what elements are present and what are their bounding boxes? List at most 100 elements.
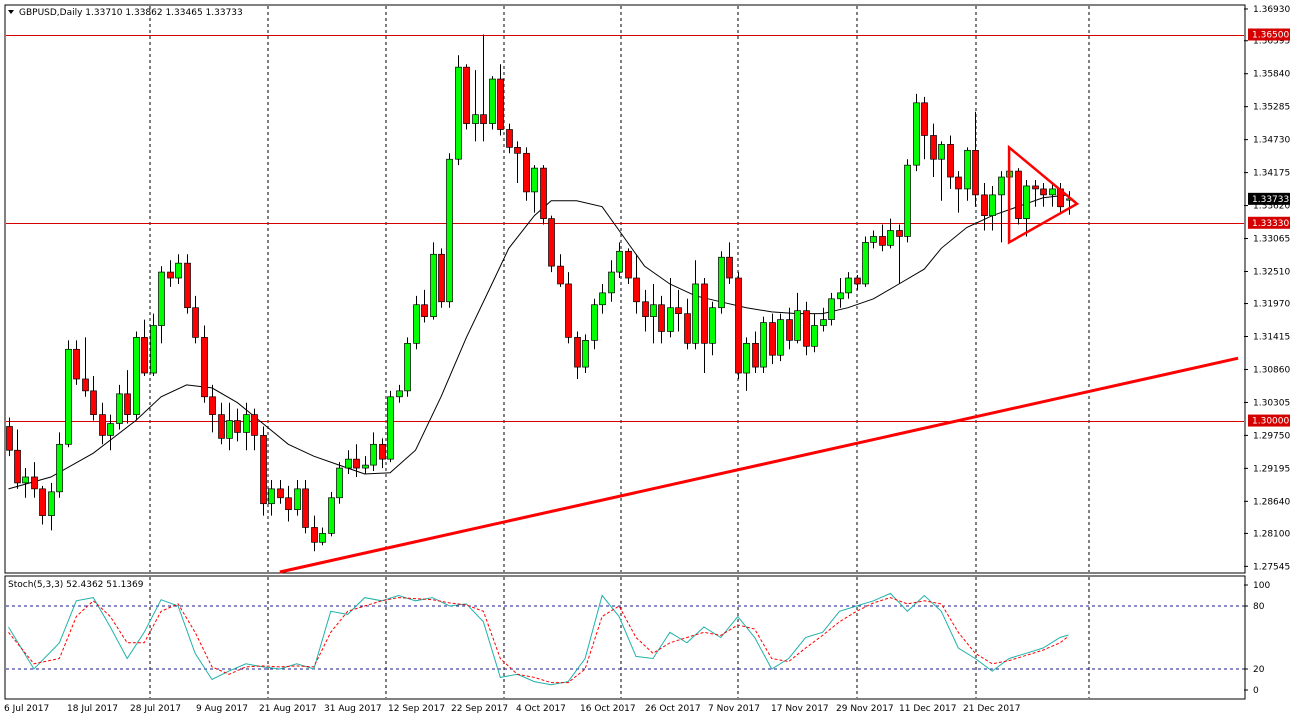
candle [854, 275, 861, 290]
candle-body [608, 271, 615, 294]
x-tick-label: 31 Aug 2017 [324, 704, 382, 714]
candle [930, 123, 937, 178]
level-price-box [1248, 28, 1290, 41]
candle-body [285, 497, 292, 510]
candle-body [99, 414, 106, 436]
candle [608, 260, 615, 302]
candle-body [387, 396, 394, 460]
candle-body [184, 262, 191, 309]
stoch-main-line [8, 592, 1069, 686]
candle-body [404, 342, 411, 392]
candle [887, 218, 894, 249]
candle [642, 289, 649, 332]
candle-body [218, 414, 225, 439]
candle-body [675, 307, 682, 314]
stoch-signal-line [8, 597, 1069, 684]
candle [192, 295, 199, 344]
chevron-down-icon[interactable] [8, 10, 14, 14]
candle-body [82, 378, 89, 392]
candle-body [760, 322, 767, 368]
candle-body [438, 253, 445, 303]
candle-body [90, 390, 97, 415]
candle [921, 96, 928, 160]
candle-body [947, 144, 954, 178]
candle [107, 414, 114, 451]
candle [625, 248, 632, 284]
candle-body [234, 420, 241, 433]
y-tick-label: 1.27545 [1253, 562, 1290, 572]
x-tick-label: 16 Oct 2017 [580, 704, 636, 714]
candle-body [964, 149, 971, 190]
candle-body [167, 271, 174, 279]
candle [769, 313, 776, 365]
candle-body [345, 458, 352, 469]
candle-body [413, 304, 420, 344]
candle [955, 171, 962, 213]
level-price-box [1248, 414, 1290, 427]
candle [718, 251, 725, 314]
candle-body [879, 236, 886, 246]
candle-body [769, 322, 776, 356]
candle-body [65, 348, 72, 445]
stoch-title: Stoch(5,3,3) 52.4362 51.1369 [8, 580, 144, 590]
y-tick-label: 1.33620 [1253, 202, 1290, 212]
candle-body [1040, 188, 1047, 196]
candle-body [201, 337, 208, 398]
candle-body [497, 78, 504, 130]
y-tick-label: 1.32510 [1253, 267, 1290, 277]
candle [218, 402, 225, 445]
candle [446, 153, 453, 308]
candle-body [311, 527, 318, 543]
candle-body [370, 443, 377, 466]
candle-body [565, 283, 572, 338]
candle-body [430, 253, 437, 317]
candle-body [896, 230, 903, 237]
candle [141, 319, 148, 377]
candle [574, 331, 581, 379]
y-tick-label: 1.31970 [1253, 300, 1290, 310]
candle [99, 402, 106, 445]
y-tick-label: 1.30860 [1253, 365, 1290, 375]
candle-body [116, 393, 123, 424]
candle [73, 340, 80, 385]
candle-body [463, 66, 470, 124]
candle [260, 426, 267, 516]
candle [879, 224, 886, 252]
candle [396, 384, 403, 403]
candle-body [574, 337, 581, 368]
candle [90, 376, 97, 421]
candle-body [251, 414, 258, 436]
y-tick-label: 1.28100 [1253, 529, 1290, 539]
x-tick-label: 7 Nov 2017 [708, 704, 760, 714]
current-price-marker: 1.33733 [1248, 192, 1290, 205]
level-price-label: 1.33330 [1252, 219, 1289, 229]
candle-body [955, 176, 962, 190]
candle-body [480, 114, 487, 124]
price-axis: 1.36930 1.36395 1.35840 1.35285 1.34730 1.341… [1244, 5, 1290, 572]
candle-body [709, 307, 716, 344]
candle-body [1015, 170, 1022, 219]
candle [480, 34, 487, 142]
candle-body [336, 467, 343, 499]
candle [39, 485, 46, 525]
candle-body [837, 292, 844, 300]
candle [794, 292, 801, 344]
stochastic-lines [6, 592, 1244, 686]
candle-body [701, 283, 708, 344]
candle [201, 325, 208, 403]
candle-body [981, 194, 988, 217]
x-tick-label: 26 Oct 2017 [645, 704, 701, 714]
x-tick-label: 21 Aug 2017 [259, 704, 317, 714]
y-tick-label: 1.29195 [1253, 464, 1290, 474]
candle [438, 248, 445, 308]
candle [616, 242, 623, 279]
candle [658, 295, 665, 344]
candle [150, 313, 157, 377]
candle-body [1032, 185, 1039, 190]
x-tick-label: 18 Jul 2017 [67, 704, 118, 714]
candle [548, 215, 555, 273]
candle [116, 384, 123, 430]
candle [998, 171, 1005, 243]
candle-body [854, 277, 861, 285]
candle [1049, 182, 1056, 207]
